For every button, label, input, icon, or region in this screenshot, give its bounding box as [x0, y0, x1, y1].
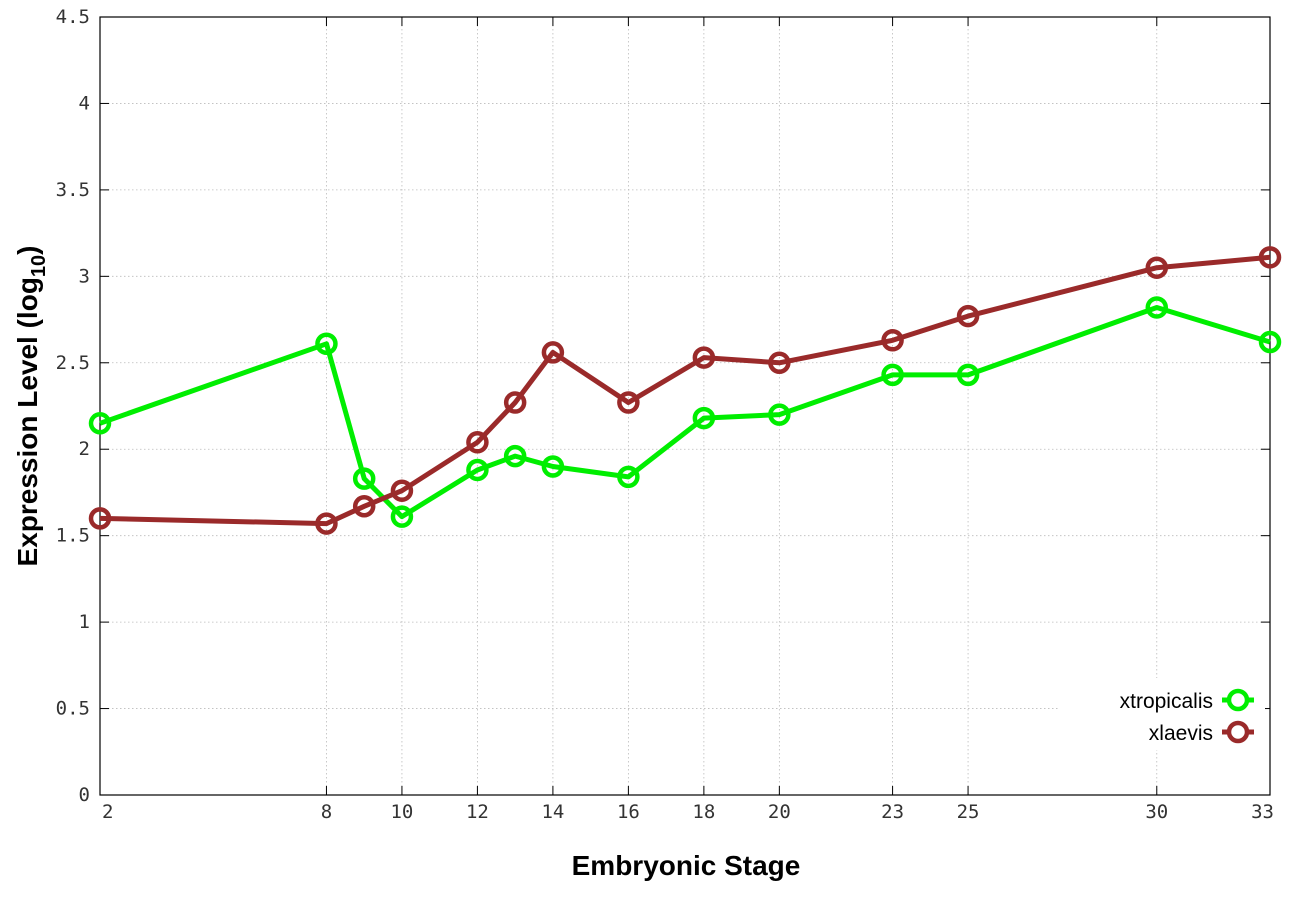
legend: xtropicalis xlaevis: [1060, 678, 1265, 750]
y-tick-label: 3.5: [56, 179, 90, 201]
plot-frame: [99, 16, 1271, 796]
data-point-xlaevis: [1145, 256, 1169, 279]
series-xtropicalis: [88, 296, 1282, 528]
x-tick-label: 30: [1145, 801, 1168, 823]
data-point-xtropicalis: [956, 363, 980, 387]
series-xlaevis: [88, 246, 1282, 535]
y-tick-label: 1: [79, 611, 90, 633]
x-tick-label: 25: [957, 801, 980, 823]
data-point-xtropicalis: [390, 505, 414, 528]
series-line-xtropicalis: [99, 305, 1271, 520]
x-axis-title: Embryonic Stage: [572, 850, 801, 881]
legend-marker-xtropicalis: [1226, 688, 1250, 712]
data-point-xlaevis: [390, 479, 414, 502]
data-point-xtropicalis: [881, 363, 904, 387]
data-point-xlaevis: [617, 391, 640, 414]
data-point-xlaevis: [768, 351, 791, 375]
data-point-xtropicalis: [88, 412, 112, 435]
data-point-xlaevis: [503, 391, 527, 414]
series-line-xlaevis: [99, 254, 1271, 527]
x-tick-label: 23: [881, 801, 904, 823]
data-point-xtropicalis: [466, 458, 489, 482]
y-tick-label: 3: [79, 265, 90, 287]
x-tick-label: 20: [768, 801, 791, 823]
legend-label-xtropicalis: xtropicalis: [1120, 690, 1213, 713]
data-point-xlaevis: [88, 507, 112, 530]
y-tick-label: 2: [79, 438, 90, 460]
x-tick-label: 16: [617, 801, 640, 823]
data-point-xtropicalis: [617, 465, 640, 489]
data-point-xtropicalis: [768, 403, 791, 426]
y-tick-label: 0: [79, 784, 90, 806]
data-point-xlaevis: [956, 304, 980, 328]
data-point-xlaevis: [466, 431, 489, 454]
y-tick-label: 1.5: [56, 525, 90, 547]
y-tick-label: 4: [79, 92, 90, 114]
data-point-xtropicalis: [352, 467, 376, 490]
legend-label-xlaevis: xlaevis: [1149, 722, 1213, 745]
y-tick-label: 4.5: [56, 6, 90, 28]
x-tick-label: 12: [466, 801, 489, 823]
data-point-xtropicalis: [541, 455, 565, 478]
data-point-xlaevis: [352, 495, 376, 518]
x-tick-label: 14: [541, 801, 564, 823]
data-point-xlaevis: [881, 329, 904, 352]
x-tick-label: 18: [692, 801, 715, 823]
y-tick-label: 2.5: [56, 352, 90, 374]
data-point-xtropicalis: [1258, 330, 1282, 354]
data-point-xtropicalis: [315, 332, 338, 356]
x-tick-label: 2: [102, 801, 113, 823]
data-point-xtropicalis: [1145, 296, 1169, 319]
data-point-xlaevis: [1258, 246, 1282, 269]
data-point-xlaevis: [541, 341, 565, 364]
y-axis-title-close: ): [12, 246, 43, 255]
y-axis-title: Expression Level (log10): [12, 246, 50, 567]
series-layer: [88, 246, 1282, 535]
legend-marker-xlaevis: [1226, 720, 1250, 744]
x-tick-label: 10: [390, 801, 413, 823]
grid-lines: [100, 17, 1270, 795]
y-axis-title-subscript: 10: [28, 255, 50, 277]
data-point-xtropicalis: [503, 444, 527, 468]
x-tick-label: 8: [321, 801, 332, 823]
data-point-xlaevis: [692, 346, 716, 369]
y-axis-title-main: Expression Level (log: [12, 277, 43, 566]
data-point-xtropicalis: [692, 406, 716, 430]
data-point-xlaevis: [315, 512, 338, 535]
y-tick-label: 0.5: [56, 698, 90, 720]
y-tick-labels: 0 0.5 1 1.5 2 2.5 3 3.5 4 4.5: [56, 6, 90, 806]
x-tick-labels: 2 8 10 12 14 16 18 20 23 25 30 33: [102, 801, 1274, 823]
x-tick-label: 33: [1251, 801, 1274, 823]
